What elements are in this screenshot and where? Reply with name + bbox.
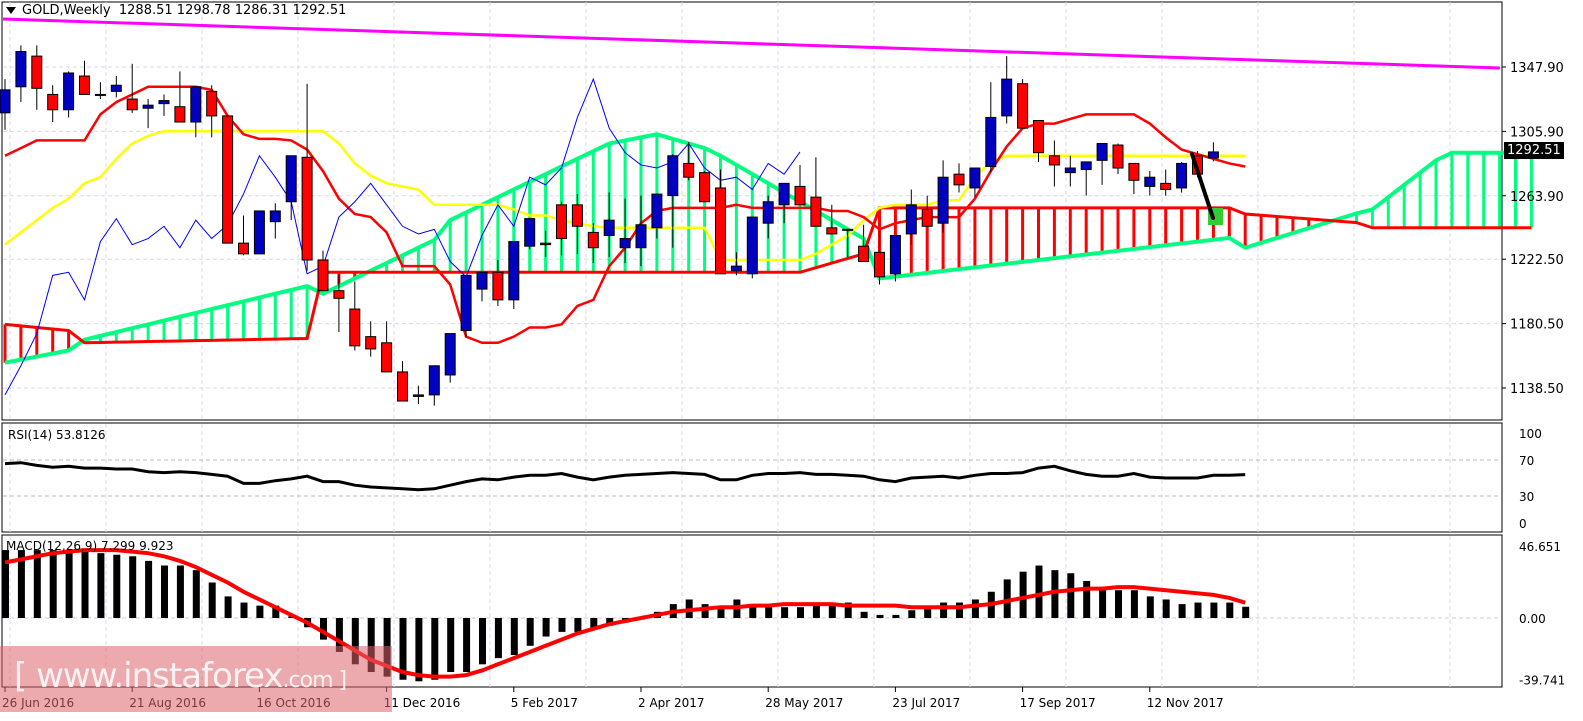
svg-text:28 May 2017: 28 May 2017 bbox=[765, 696, 843, 710]
svg-text:0: 0 bbox=[1519, 517, 1527, 531]
dropdown-triangle-icon[interactable] bbox=[6, 7, 16, 14]
watermark-main: [ www.instaforex bbox=[14, 656, 284, 696]
watermark: [ www.instaforex.com ] bbox=[0, 646, 392, 712]
ohlc-close: 1292.51 bbox=[292, 3, 347, 18]
svg-text:30: 30 bbox=[1519, 490, 1534, 504]
svg-text:12 Nov 2017: 12 Nov 2017 bbox=[1147, 696, 1224, 710]
svg-text:100: 100 bbox=[1519, 427, 1542, 441]
rsi-label: RSI(14) 53.8126 bbox=[8, 428, 106, 442]
macd-label: MACD(12,26,9) 7.299 9.923 bbox=[6, 539, 174, 553]
candlesticks bbox=[0, 45, 1219, 406]
price-axis: 1347.90 1305.90 1263.90 1222.50 1180.50 1138.… bbox=[1502, 61, 1565, 687]
ohlc-open: 1288.51 bbox=[118, 3, 173, 18]
svg-text:1305.90: 1305.90 bbox=[1510, 125, 1564, 140]
svg-text:1222.50: 1222.50 bbox=[1510, 253, 1564, 268]
symbol-timeframe: GOLD,Weekly bbox=[22, 3, 111, 18]
ohlc-high: 1298.78 bbox=[176, 3, 231, 18]
svg-text:70: 70 bbox=[1519, 454, 1534, 468]
svg-text:1347.90: 1347.90 bbox=[1510, 61, 1564, 76]
current-price-tag: 1292.51 bbox=[1504, 142, 1564, 159]
svg-text:1263.90: 1263.90 bbox=[1510, 190, 1564, 205]
svg-text:23 Jul 2017: 23 Jul 2017 bbox=[892, 696, 960, 710]
svg-text:0.00: 0.00 bbox=[1519, 612, 1546, 626]
watermark-suffix: .com ] bbox=[282, 668, 348, 693]
chart-header[interactable]: GOLD,Weekly 1288.51 1298.78 1286.31 1292… bbox=[6, 3, 346, 18]
svg-text:17 Sep 2017: 17 Sep 2017 bbox=[1020, 696, 1096, 710]
svg-text:46.651: 46.651 bbox=[1519, 540, 1561, 554]
svg-text:1138.50: 1138.50 bbox=[1510, 382, 1564, 397]
ohlc-low: 1286.31 bbox=[234, 3, 289, 18]
svg-text:5 Feb 2017: 5 Feb 2017 bbox=[511, 696, 578, 710]
svg-text:1180.50: 1180.50 bbox=[1510, 318, 1564, 333]
panel-frames bbox=[1, 1, 1503, 688]
annotations bbox=[2, 17, 1501, 225]
rsi-panel bbox=[3, 459, 1501, 497]
svg-text:2 Apr 2017: 2 Apr 2017 bbox=[638, 696, 705, 710]
svg-text:11 Dec 2016: 11 Dec 2016 bbox=[384, 696, 461, 710]
ichimoku-cloud bbox=[3, 132, 1533, 365]
svg-text:-39.741: -39.741 bbox=[1519, 673, 1565, 687]
macd-panel bbox=[2, 548, 1501, 682]
